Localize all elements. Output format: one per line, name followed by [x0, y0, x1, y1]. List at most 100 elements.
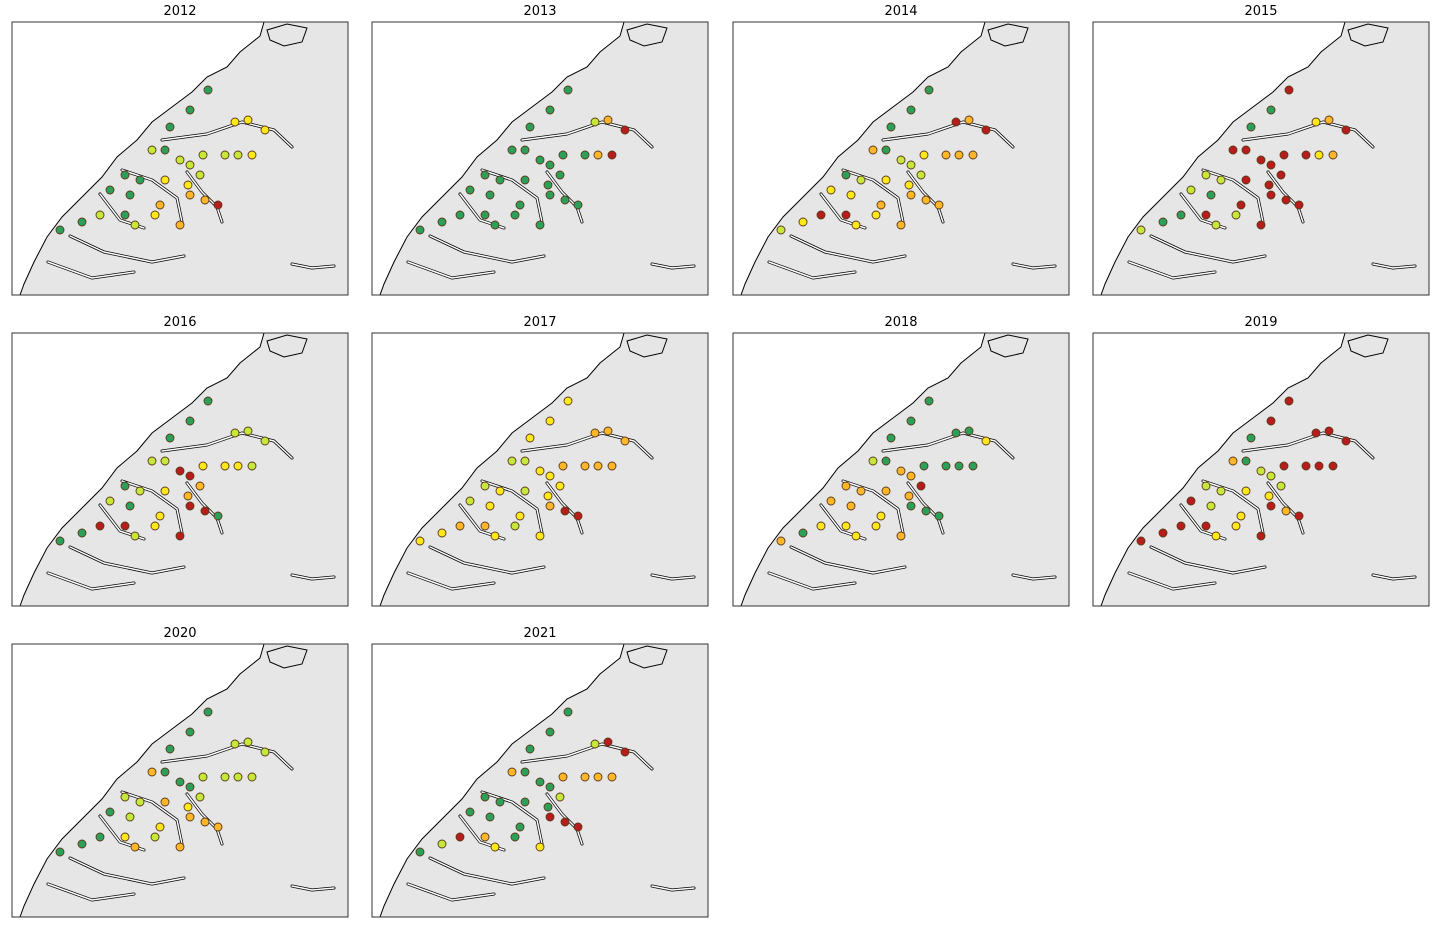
- station-marker: [195, 792, 205, 802]
- station-marker: [607, 461, 617, 471]
- station-marker: [230, 739, 240, 749]
- station-marker: [868, 456, 878, 466]
- station-marker: [485, 812, 495, 822]
- station-marker: [1256, 531, 1266, 541]
- station-marker: [415, 847, 425, 857]
- station-marker: [160, 175, 170, 185]
- station-marker: [904, 491, 914, 501]
- station-marker: [816, 521, 826, 531]
- station-marker: [507, 456, 517, 466]
- station-marker: [590, 739, 600, 749]
- station-marker: [916, 481, 926, 491]
- station-marker: [1158, 528, 1168, 538]
- station-marker: [105, 807, 115, 817]
- station-marker: [798, 528, 808, 538]
- station-marker: [507, 767, 517, 777]
- station-marker: [200, 195, 210, 205]
- station-marker: [555, 170, 565, 180]
- station-marker: [507, 145, 517, 155]
- station-marker: [1324, 426, 1334, 436]
- station-marker: [1341, 436, 1351, 446]
- station-marker: [510, 521, 520, 531]
- station-marker: [545, 501, 555, 511]
- station-marker: [1324, 115, 1334, 125]
- station-marker: [856, 486, 866, 496]
- station-marker: [1279, 461, 1289, 471]
- station-marker: [981, 125, 991, 135]
- station-marker: [1266, 190, 1276, 200]
- station-marker: [841, 170, 851, 180]
- station-marker: [607, 150, 617, 160]
- panel-frame: [11, 21, 349, 296]
- station-marker: [260, 436, 270, 446]
- station-marker: [230, 428, 240, 438]
- station-marker: [185, 160, 195, 170]
- station-marker: [951, 117, 961, 127]
- station-marker: [125, 812, 135, 822]
- station-marker: [1266, 416, 1276, 426]
- station-marker: [233, 772, 243, 782]
- station-marker: [558, 150, 568, 160]
- station-marker: [1206, 501, 1216, 511]
- station-marker: [1266, 501, 1276, 511]
- station-marker: [543, 491, 553, 501]
- station-marker: [520, 486, 530, 496]
- station-marker: [183, 802, 193, 812]
- station-marker: [1294, 200, 1304, 210]
- station-marker: [1276, 170, 1286, 180]
- station-marker: [535, 842, 545, 852]
- station-marker: [125, 501, 135, 511]
- station-marker: [1276, 481, 1286, 491]
- station-marker: [95, 521, 105, 531]
- station-marker: [906, 416, 916, 426]
- station-marker: [881, 175, 891, 185]
- station-marker: [876, 511, 886, 521]
- station-marker: [545, 190, 555, 200]
- station-marker: [573, 511, 583, 521]
- station-marker: [95, 832, 105, 842]
- station-marker: [964, 426, 974, 436]
- panel-frame: [1092, 21, 1430, 296]
- station-marker: [247, 772, 257, 782]
- station-marker: [545, 782, 555, 792]
- station-marker: [200, 817, 210, 827]
- station-marker: [580, 461, 590, 471]
- station-marker: [213, 511, 223, 521]
- station-marker: [1176, 521, 1186, 531]
- station-marker: [260, 125, 270, 135]
- station-marker: [1211, 531, 1221, 541]
- station-marker: [1236, 200, 1246, 210]
- station-marker: [183, 491, 193, 501]
- station-marker: [871, 210, 881, 220]
- map-panel: [10, 642, 350, 919]
- station-marker: [203, 396, 213, 406]
- station-marker: [563, 707, 573, 717]
- station-marker: [525, 122, 535, 132]
- station-marker: [203, 707, 213, 717]
- station-marker: [130, 531, 140, 541]
- station-marker: [160, 145, 170, 155]
- panel-title: 2018: [884, 315, 917, 330]
- station-marker: [1256, 220, 1266, 230]
- station-marker: [185, 471, 195, 481]
- station-marker: [881, 456, 891, 466]
- station-marker: [195, 481, 205, 491]
- station-marker: [247, 150, 257, 160]
- station-marker: [243, 115, 253, 125]
- station-marker: [603, 115, 613, 125]
- panel-title: 2021: [523, 626, 556, 641]
- station-marker: [120, 832, 130, 842]
- station-marker: [1266, 471, 1276, 481]
- station-marker: [150, 521, 160, 531]
- station-marker: [921, 506, 931, 516]
- station-marker: [555, 792, 565, 802]
- station-marker: [520, 797, 530, 807]
- map-panel: [370, 331, 710, 608]
- station-marker: [165, 744, 175, 754]
- station-marker: [1264, 491, 1274, 501]
- station-marker: [1201, 521, 1211, 531]
- station-marker: [185, 782, 195, 792]
- station-marker: [147, 767, 157, 777]
- panel-title: 2013: [523, 4, 556, 19]
